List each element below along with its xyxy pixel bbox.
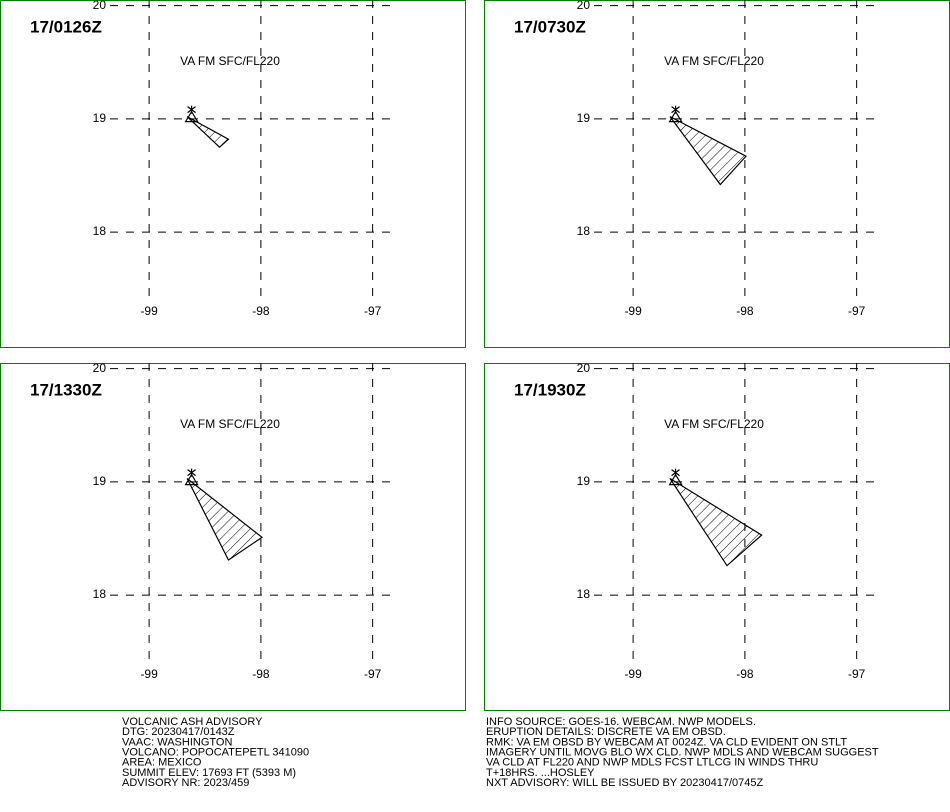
volcano-symbol [184,110,199,123]
eruption-mark [187,468,196,477]
x-tick-label: -97 [364,304,382,318]
x-tick-label: -97 [364,667,382,681]
x-tick-label: -97 [848,667,866,681]
volcano-symbol [668,110,683,123]
map-panel: -99 -98 -97 18 19 20 17/0730Z VA FM SFC/FL220 [484,0,950,348]
y-tick-label: 19 [93,474,107,488]
x-tick-label: -99 [624,304,642,318]
panel-title: 17/0730Z [514,17,586,36]
advisory-line: VA CLD AT FL220 AND NWP MDLS FCST LTLCG … [486,757,818,769]
advisory-line: INFO SOURCE: GOES-16. WEBCAM. NWP MODELS… [486,716,756,728]
y-tick-label: 18 [577,224,591,238]
advisory-line: AREA: MEXICO [122,757,202,769]
y-tick-label: 18 [577,587,591,601]
map-panel: -99 -98 -97 18 19 20 17/1930Z VA FM SFC/FL220 [484,361,950,711]
x-tick-label: -98 [736,667,754,681]
volcano-symbol [668,473,683,486]
y-tick-label: 19 [93,111,107,125]
volcano-symbol [184,473,199,486]
y-tick-label: 20 [93,0,107,12]
y-tick-label: 18 [93,587,107,601]
advisory-line: T+18HRS. ...HOSLEY [486,767,595,779]
eruption-mark [187,105,196,114]
x-tick-label: -98 [252,667,270,681]
y-tick-label: 20 [577,361,591,375]
ash-cloud [186,116,230,148]
x-tick-label: -98 [252,304,270,318]
panel-subtitle: VA FM SFC/FL220 [180,417,280,431]
panel-subtitle: VA FM SFC/FL220 [664,417,764,431]
advisory-line: ADVISORY NR: 2023/459 [122,777,249,789]
y-tick-label: 20 [577,0,591,12]
panel-title: 17/1330Z [30,380,102,399]
advisory-line: IMAGERY UNTIL MOVG BLO WX CLD. NWP MDLS … [486,747,879,759]
y-tick-label: 19 [577,111,591,125]
advisory-line: DTG: 20230417/0143Z [122,726,235,738]
panel-title: 17/0126Z [30,17,102,36]
x-tick-label: -99 [140,304,158,318]
panel-border [0,363,466,711]
ash-cloud [669,116,747,186]
advisory-line: VOLCANIC ASH ADVISORY [122,716,263,728]
advisory-line: NXT ADVISORY: WILL BE ISSUED BY 20230417… [486,777,763,789]
x-tick-label: -99 [140,667,158,681]
panel-title: 17/1930Z [514,380,586,399]
advisory-line: VAAC: WASHINGTON [122,736,232,748]
advisory-line: SUMMIT ELEV: 17693 FT (5393 M) [122,767,296,779]
panel-subtitle: VA FM SFC/FL220 [180,54,280,68]
ash-cloud [186,478,264,561]
y-tick-label: 20 [93,361,107,375]
x-tick-label: -98 [736,304,754,318]
panel-subtitle: VA FM SFC/FL220 [664,54,764,68]
map-panel: -99 -98 -97 18 19 20 17/0126Z VA FM SFC/FL220 [0,0,466,348]
eruption-mark [671,105,680,114]
ash-cloud [669,477,763,567]
advisory-line: RMK: VA EM OBSD BY WEBCAM AT 0024Z. VA C… [486,736,847,748]
y-tick-label: 18 [93,224,107,238]
y-tick-label: 19 [577,474,591,488]
x-tick-label: -97 [848,304,866,318]
x-tick-label: -99 [624,667,642,681]
advisory-line: VOLCANO: POPOCATEPETL 341090 [122,747,309,759]
eruption-mark [671,468,680,477]
map-panel: -99 -98 -97 18 19 20 17/1330Z VA FM SFC/FL220 [0,361,466,711]
advisory-line: ERUPTION DETAILS: DISCRETE VA EM OBSD. [486,726,726,738]
panel-border [0,0,466,348]
